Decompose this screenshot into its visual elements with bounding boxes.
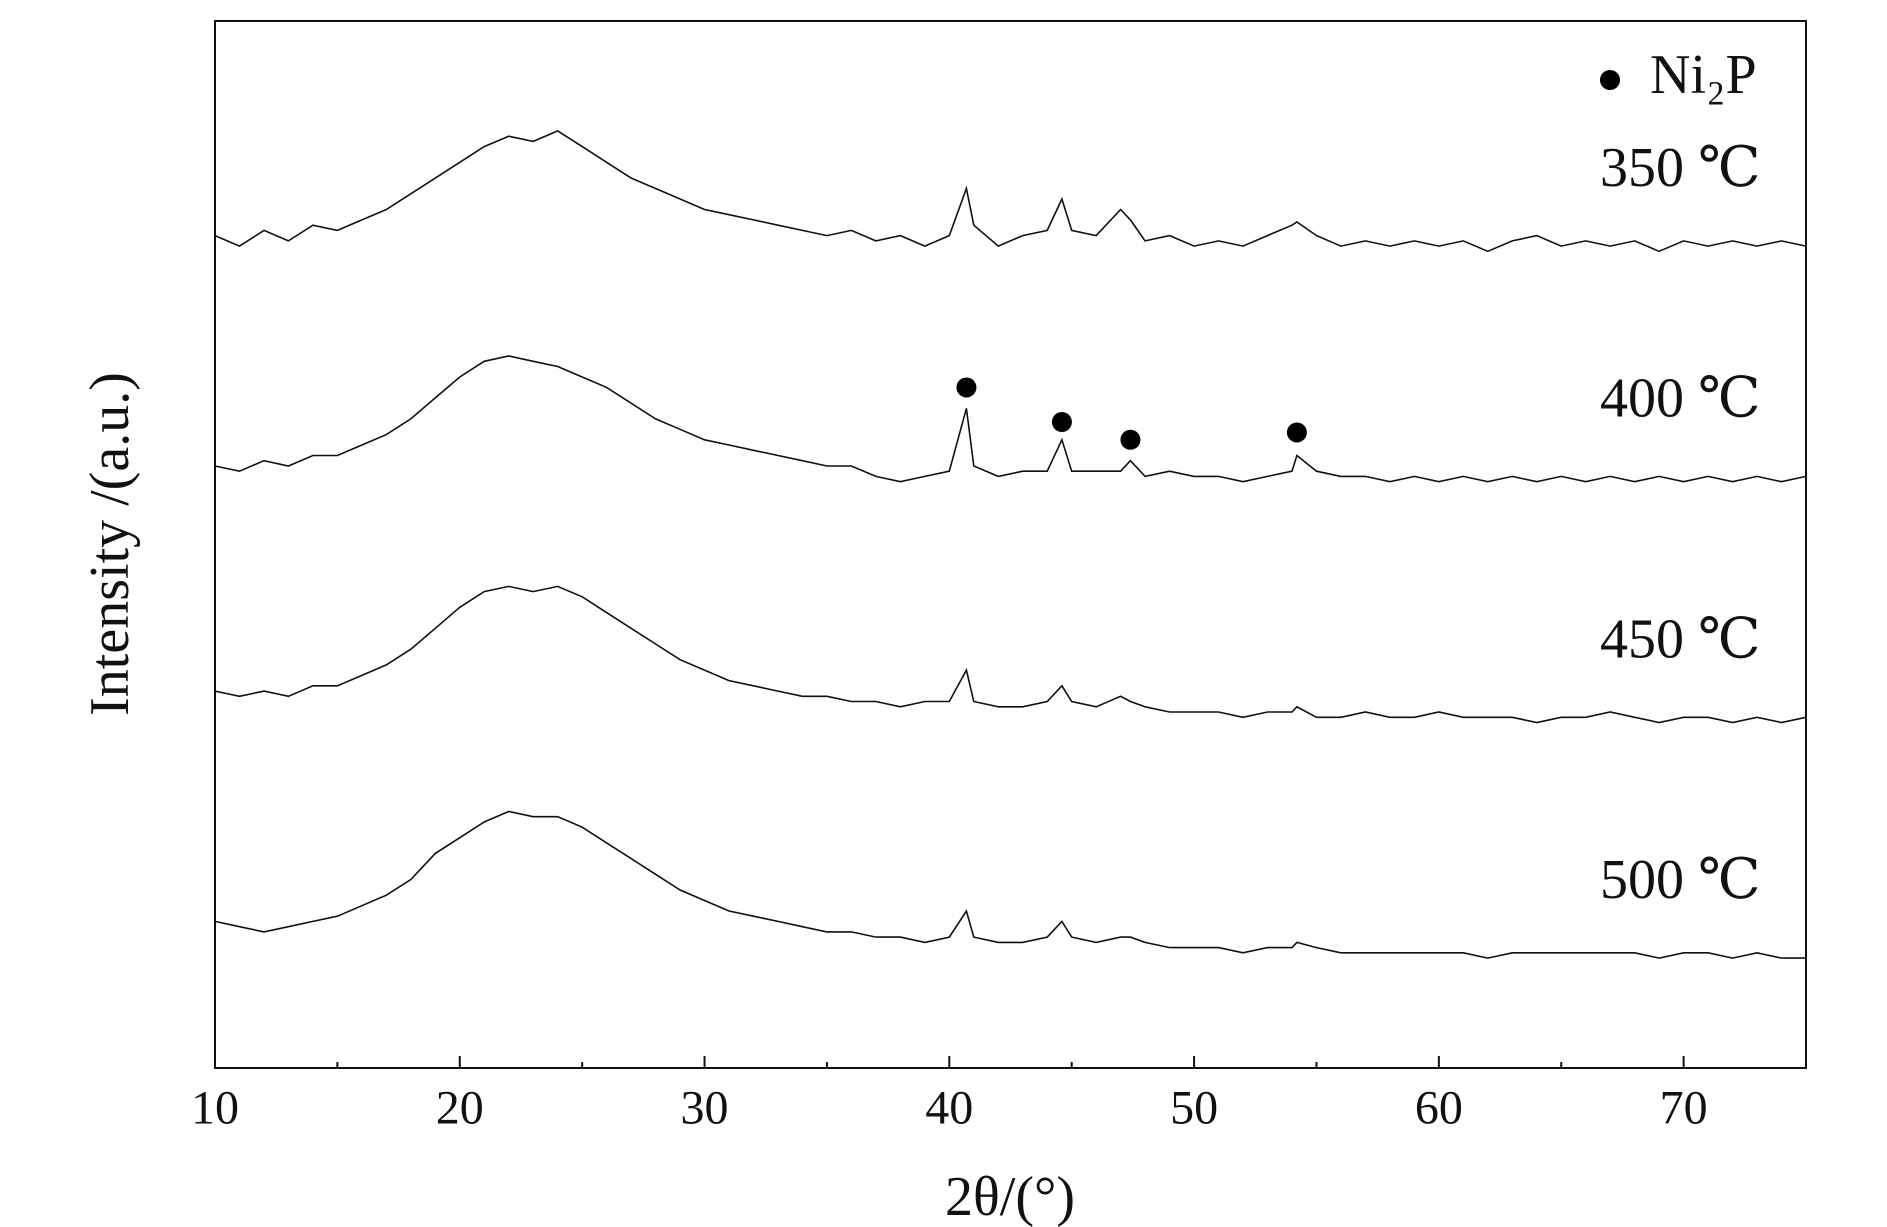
x-tick-label: 10 [191,1082,239,1135]
series-line [214,129,1807,253]
series-label: 350 ℃ [1600,137,1761,199]
series-line [214,355,1807,483]
series-line [214,810,1806,959]
peak-marker [956,377,977,398]
series-line [214,585,1807,724]
legend-marker [1600,70,1620,90]
peak-marker [1120,429,1141,450]
legend-label: Ni₂P [1650,44,1757,106]
x-axis-label: 2θ/(°) [945,1166,1075,1227]
x-tick-label: 20 [436,1082,484,1135]
series-label: 400 ℃ [1600,367,1761,429]
plot-frame [214,20,1807,1069]
x-tick-label: 50 [1170,1082,1218,1135]
x-tick-label: 70 [1660,1082,1708,1135]
series-label: 500 ℃ [1600,849,1761,911]
y-axis-label: Intensity /(a.u.) [79,372,141,716]
x-tick-label: 60 [1415,1082,1463,1135]
peak-marker [1051,412,1072,433]
x-tick-label: 30 [681,1082,729,1135]
series-label: 450 ℃ [1600,608,1761,670]
peak-marker [1286,422,1307,443]
x-tick-label: 40 [925,1082,973,1135]
